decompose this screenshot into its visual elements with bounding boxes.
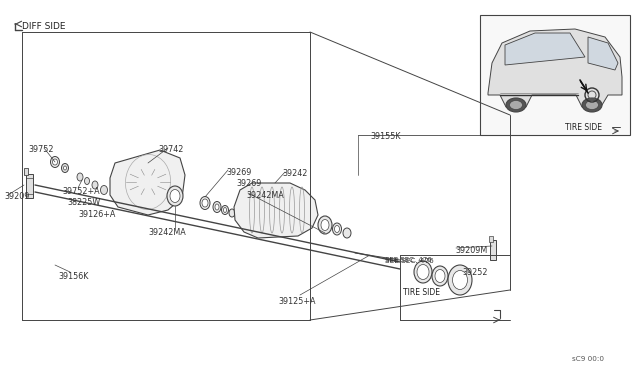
Polygon shape xyxy=(234,183,318,238)
Ellipse shape xyxy=(51,157,60,167)
Bar xyxy=(480,15,630,135)
Ellipse shape xyxy=(586,100,598,109)
Ellipse shape xyxy=(215,204,219,210)
Ellipse shape xyxy=(229,209,235,217)
Ellipse shape xyxy=(77,173,83,181)
Bar xyxy=(24,168,28,175)
Polygon shape xyxy=(505,33,585,65)
Text: 39242MA: 39242MA xyxy=(148,228,186,237)
Polygon shape xyxy=(488,29,622,107)
Text: 39752+A: 39752+A xyxy=(62,187,100,196)
Ellipse shape xyxy=(170,189,180,202)
Ellipse shape xyxy=(52,159,58,165)
Ellipse shape xyxy=(223,208,227,212)
Text: 39125+A: 39125+A xyxy=(278,297,316,306)
Text: SEE SEC. 476: SEE SEC. 476 xyxy=(385,258,434,264)
Bar xyxy=(489,236,493,242)
Text: 39742: 39742 xyxy=(158,145,184,154)
Text: sC9 00:0: sC9 00:0 xyxy=(572,356,604,362)
Ellipse shape xyxy=(335,225,339,232)
Ellipse shape xyxy=(417,264,429,279)
Text: 39269: 39269 xyxy=(236,179,261,188)
Polygon shape xyxy=(588,37,618,70)
Ellipse shape xyxy=(506,98,526,112)
Text: 39156K: 39156K xyxy=(58,272,88,281)
Text: 39252: 39252 xyxy=(462,268,488,277)
Text: DIFF SIDE: DIFF SIDE xyxy=(22,22,65,31)
Ellipse shape xyxy=(343,228,351,238)
Ellipse shape xyxy=(333,223,342,235)
Ellipse shape xyxy=(435,269,445,282)
Text: TIRE SIDE: TIRE SIDE xyxy=(403,288,440,297)
Ellipse shape xyxy=(202,199,208,207)
Ellipse shape xyxy=(321,219,329,231)
Ellipse shape xyxy=(318,216,332,234)
Ellipse shape xyxy=(432,266,448,286)
Ellipse shape xyxy=(100,186,108,195)
Text: 39209M: 39209M xyxy=(455,246,487,255)
Ellipse shape xyxy=(221,205,228,215)
Ellipse shape xyxy=(213,202,221,212)
Text: TIRE SIDE: TIRE SIDE xyxy=(565,123,602,132)
Text: 39242: 39242 xyxy=(282,169,307,178)
Ellipse shape xyxy=(582,98,602,112)
Text: 39126+A: 39126+A xyxy=(78,210,115,219)
Ellipse shape xyxy=(61,164,68,173)
Polygon shape xyxy=(110,150,185,215)
Text: 39155K: 39155K xyxy=(370,132,401,141)
Ellipse shape xyxy=(452,270,467,289)
Bar xyxy=(26,174,33,198)
Text: 38225W: 38225W xyxy=(67,198,100,207)
Ellipse shape xyxy=(92,181,98,189)
Ellipse shape xyxy=(200,196,210,209)
Ellipse shape xyxy=(448,265,472,295)
Text: 39752: 39752 xyxy=(28,145,54,154)
Ellipse shape xyxy=(167,186,183,206)
Ellipse shape xyxy=(414,261,432,283)
Ellipse shape xyxy=(63,166,67,170)
Ellipse shape xyxy=(509,100,522,109)
Bar xyxy=(490,240,496,260)
Text: 39269: 39269 xyxy=(226,168,252,177)
Text: 39242MA: 39242MA xyxy=(246,191,284,200)
Text: SEE SEC. 476: SEE SEC. 476 xyxy=(385,257,432,263)
Text: 39209: 39209 xyxy=(4,192,29,201)
Ellipse shape xyxy=(84,177,90,185)
